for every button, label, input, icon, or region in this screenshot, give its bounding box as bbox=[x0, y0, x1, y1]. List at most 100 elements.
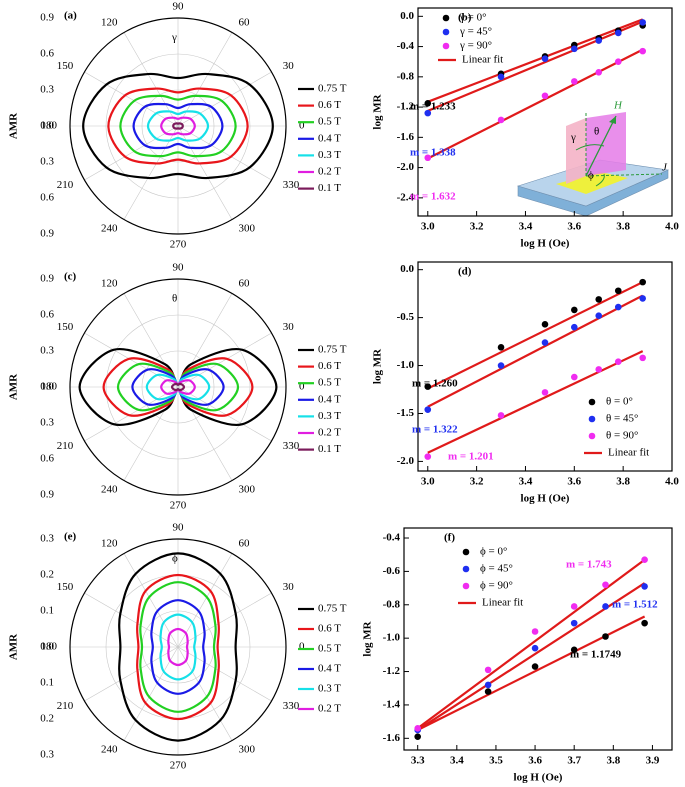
grid-circle bbox=[69, 17, 287, 235]
data-point bbox=[497, 344, 505, 351]
y-tick-label: -1.5 bbox=[397, 407, 415, 419]
data-point bbox=[541, 339, 549, 346]
panel-label: (a) bbox=[64, 10, 77, 22]
data-point bbox=[570, 619, 578, 627]
y-tick-label: -1.0 bbox=[383, 632, 401, 644]
data-point bbox=[571, 373, 578, 381]
x-tick-label: 3.4 bbox=[519, 476, 533, 488]
data-point bbox=[484, 666, 492, 674]
h-arrowhead bbox=[609, 116, 616, 124]
slope-annotation: m = 1.260 bbox=[412, 378, 458, 390]
legend-label: 0.2 T bbox=[318, 166, 341, 178]
grid-spoke bbox=[84, 125, 179, 181]
phi-arc bbox=[595, 173, 605, 187]
y-tick-label: -1.4 bbox=[383, 698, 401, 710]
panel-label: (e) bbox=[64, 531, 77, 543]
fit-line bbox=[427, 48, 644, 160]
x-tick-label: 3.7 bbox=[567, 755, 581, 767]
legend-marker bbox=[462, 565, 470, 573]
radial-tick-label: 0.3 bbox=[40, 84, 54, 96]
x-tick-label: 3.4 bbox=[519, 221, 533, 233]
data-point bbox=[595, 296, 603, 303]
grid-circle bbox=[69, 278, 287, 496]
data-point bbox=[570, 646, 578, 654]
data-point bbox=[639, 278, 646, 286]
legend-marker bbox=[442, 14, 450, 22]
x-tick-label: 3.0 bbox=[421, 476, 435, 488]
axis-title: AMR bbox=[8, 373, 20, 400]
radial-tick-label: 0.2 bbox=[40, 569, 54, 581]
fit-line bbox=[427, 350, 644, 454]
angle-label: 60 bbox=[239, 277, 251, 289]
angle-label: 240 bbox=[101, 484, 118, 496]
x-tick-label: 3.5 bbox=[489, 755, 503, 767]
y-tick-label: -0.5 bbox=[397, 311, 415, 323]
legend-label: θ = 45° bbox=[606, 413, 638, 425]
grid-circle bbox=[141, 89, 215, 163]
data-point bbox=[614, 29, 622, 37]
slope-annotation: m = 1.201 bbox=[448, 451, 494, 463]
y-tick-label: -2.4 bbox=[397, 191, 415, 203]
radial-tick-label: 0.9 bbox=[40, 12, 54, 24]
radial-tick-label: 0.3 bbox=[40, 417, 54, 429]
amr-curve bbox=[119, 94, 237, 158]
radial-tick-label: 0.3 bbox=[40, 533, 54, 545]
angle-label: 30 bbox=[283, 581, 295, 593]
angle-label: 210 bbox=[57, 440, 74, 452]
y-tick-label: -0.8 bbox=[397, 70, 415, 82]
data-point bbox=[614, 58, 622, 66]
j-arrow bbox=[585, 173, 663, 177]
radial-tick-label: 0.0 bbox=[40, 381, 54, 393]
legend-label: θ = 90° bbox=[606, 430, 638, 442]
angle-label: 150 bbox=[57, 581, 74, 593]
axis-title: log MR bbox=[372, 348, 384, 384]
gamma-plane bbox=[566, 118, 586, 184]
grid-circle bbox=[105, 53, 251, 199]
radial-tick-label: 0.6 bbox=[40, 192, 54, 204]
legend-label: 0.75 T bbox=[318, 83, 347, 95]
angle-label: 270 bbox=[170, 500, 187, 512]
legend-label: 0.4 T bbox=[318, 393, 341, 405]
radial-tick-label: 0.2 bbox=[40, 713, 54, 725]
inset-label: H bbox=[613, 100, 623, 112]
legend-label: 0.4 T bbox=[318, 663, 341, 675]
angle-label: 30 bbox=[283, 60, 295, 72]
amr-curve bbox=[146, 110, 210, 142]
amr-curve bbox=[132, 102, 224, 150]
legend-label: 0.3 T bbox=[318, 410, 341, 422]
polar-symbol: γ bbox=[171, 32, 177, 44]
radial-tick-label: 0.0 bbox=[40, 120, 54, 132]
amr-curve bbox=[107, 87, 249, 165]
legend-label: γ = 45° bbox=[459, 26, 492, 38]
angle-label: 330 bbox=[283, 179, 300, 191]
data-point bbox=[602, 581, 609, 589]
legend-marker bbox=[588, 432, 596, 440]
slope-annotation: m = 1.743 bbox=[566, 559, 612, 571]
grid-spoke bbox=[177, 646, 233, 741]
angle-label: 300 bbox=[239, 223, 256, 235]
amr-curve bbox=[131, 368, 225, 406]
legend-label: 0.2 T bbox=[318, 703, 341, 715]
legend-label: γ = 90° bbox=[459, 40, 492, 52]
grid-spoke bbox=[84, 592, 179, 648]
data-point bbox=[531, 644, 539, 652]
grid-spoke bbox=[177, 125, 272, 181]
data-point bbox=[571, 78, 578, 85]
radial-tick-label: 0.1 bbox=[40, 605, 54, 617]
y-tick-label: -1.6 bbox=[397, 131, 415, 143]
legend-label: 0.4 T bbox=[318, 132, 341, 144]
radial-tick-label: 0.1 bbox=[40, 677, 54, 689]
legend-label: θ = 0° bbox=[606, 396, 633, 408]
angle-label: 90 bbox=[173, 262, 185, 274]
radial-tick-label: 0.9 bbox=[40, 228, 54, 240]
grid-spoke bbox=[84, 71, 179, 127]
data-point bbox=[497, 116, 505, 124]
grid-spoke bbox=[123, 553, 179, 648]
angle-label: 120 bbox=[101, 16, 118, 28]
data-point bbox=[639, 47, 646, 55]
data-point bbox=[541, 92, 549, 100]
data-point bbox=[595, 68, 603, 76]
radial-tick-label: 0.6 bbox=[40, 309, 54, 321]
data-point bbox=[497, 362, 505, 369]
data-point bbox=[497, 412, 505, 419]
